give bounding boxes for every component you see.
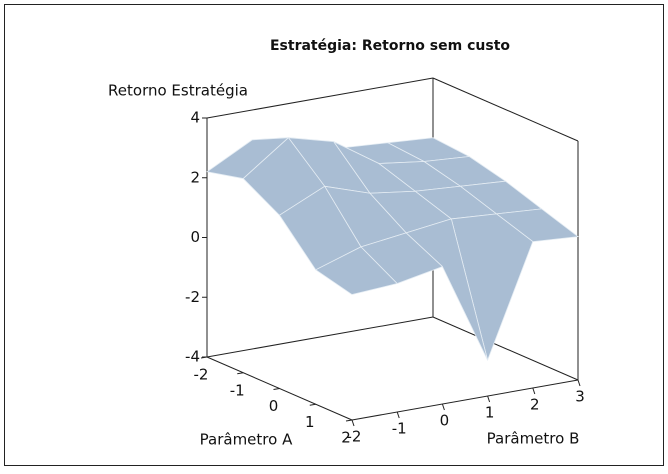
x-tick-label: 1 — [305, 413, 315, 431]
y-tick-label: -1 — [392, 420, 407, 438]
surface-cell — [315, 246, 398, 295]
y-tick — [577, 379, 581, 387]
x-tick-label: -2 — [194, 366, 209, 384]
x-tick — [237, 372, 244, 375]
x-tick — [309, 403, 316, 406]
x-tick-label: -1 — [230, 381, 245, 399]
z-tick-label: -4 — [185, 348, 200, 366]
y-tick-label: -2 — [347, 428, 362, 446]
y-axis — [351, 379, 579, 421]
y-tick — [441, 403, 445, 411]
x-axis-label: Parâmetro A — [200, 431, 293, 449]
y-tick — [351, 419, 355, 427]
y-tick — [532, 387, 536, 395]
box-edge — [432, 316, 579, 381]
x-tick-label: 0 — [269, 397, 279, 415]
box-edge — [206, 77, 434, 119]
y-tick — [487, 395, 491, 403]
z-tick-label: 4 — [190, 109, 200, 127]
x-tick — [273, 388, 280, 390]
box-edge — [432, 77, 579, 142]
y-tick-label: 0 — [440, 412, 450, 430]
x-tick — [345, 419, 353, 422]
y-tick-label: 2 — [530, 396, 540, 414]
chart-title: Estratégia: Retorno sem custo — [270, 38, 510, 54]
x-tick-label: 2 — [341, 429, 351, 447]
y-tick — [396, 411, 400, 419]
y-tick-label: 3 — [575, 388, 585, 406]
z-tick-label: 2 — [190, 168, 200, 186]
x-tick — [200, 356, 208, 359]
box-edge — [206, 316, 434, 358]
z-tick-label: -2 — [185, 288, 200, 306]
y-tick-label: 1 — [485, 404, 495, 422]
z-tick-label: 0 — [190, 228, 200, 246]
y-axis-label: Parâmetro B — [487, 430, 580, 448]
z-axis-label: Retorno Estratégia — [108, 82, 248, 100]
